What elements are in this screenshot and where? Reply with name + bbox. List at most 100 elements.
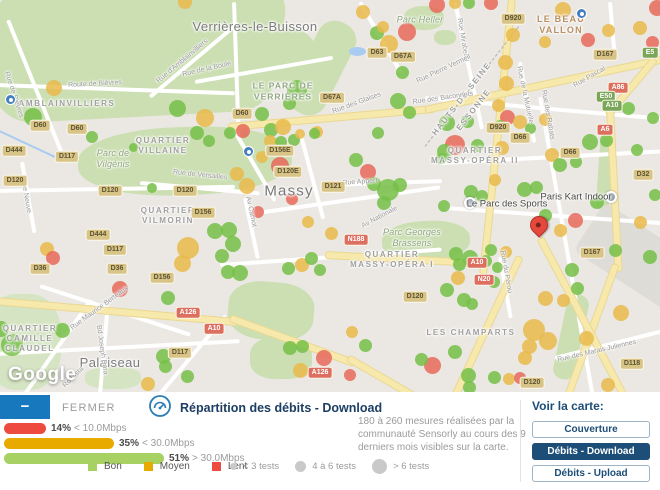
tests-legend: < 3 tests 4 à 6 tests > 6 tests	[230, 457, 429, 475]
sidebar-buttons: Couverture Débits - Download Débits - Uplo…	[532, 421, 652, 482]
measurement-dot-good	[414, 352, 428, 366]
road-badge: D67A	[320, 92, 344, 104]
measurement-dot-medium	[264, 135, 276, 147]
measurement-dot-good	[304, 251, 318, 265]
measurement-dot-good	[0, 321, 9, 337]
measurement-dot-good	[570, 281, 584, 295]
measurement-dot-slow	[645, 35, 659, 49]
tests-size-dot	[295, 460, 307, 472]
motorway-badge: A10	[467, 257, 487, 269]
measurement-dot-medium	[539, 332, 557, 350]
measurement-dot-good	[203, 135, 215, 147]
measurement-dot-medium	[506, 28, 520, 42]
measurement-dot-good	[590, 195, 604, 209]
measurement-dot-good	[470, 138, 484, 152]
measurement-dot-slow	[252, 206, 264, 218]
tests-label: < 3 tests	[243, 460, 280, 472]
measurement-dot-good	[308, 127, 320, 139]
measurement-dot-slow	[286, 193, 298, 205]
measurement-dot-good	[448, 345, 462, 359]
measurement-dot-medium	[538, 112, 552, 126]
measurement-dot-slow	[344, 369, 356, 381]
quality-swatch	[143, 462, 153, 471]
road-badge: D66	[560, 147, 580, 159]
road-badge: D121	[321, 181, 345, 193]
poi-label[interactable]: Paris Kart Indoor	[540, 191, 612, 203]
measurement-dot-good	[463, 0, 475, 9]
measurement-dot-medium	[292, 362, 308, 378]
map-type-sidebar: Voir la carte: Couverture Débits - Downlo…	[532, 399, 652, 487]
transit-station-icon[interactable]	[5, 94, 16, 105]
speed-bar	[4, 438, 114, 449]
measurement-dot-medium	[556, 293, 570, 307]
panel-title: Répartition des débits - Download	[180, 401, 383, 415]
measurement-dot-good	[232, 265, 248, 281]
motorway-badge: A6	[597, 124, 613, 136]
measurement-dot-medium	[633, 21, 647, 35]
map-type-button-d-bits-upload[interactable]: Débits - Upload	[532, 465, 650, 482]
map-type-button-couverture[interactable]: Couverture	[532, 421, 650, 438]
motorway-badge: N20	[474, 274, 494, 286]
collapse-button[interactable]: −	[0, 395, 50, 419]
description-line: 180 à 260 mesures réalisées par la	[358, 416, 515, 427]
measurement-dot-good	[487, 370, 501, 384]
measurement-dot-good	[282, 96, 296, 110]
transit-station-icon[interactable]	[243, 146, 254, 157]
road-badge: D66	[510, 132, 530, 144]
map-canvas[interactable]: Google Verrières-le-Buisson Massy Palaisea…	[0, 0, 660, 392]
measurement-dot-good	[207, 223, 223, 239]
road-badge: D120E	[274, 166, 302, 178]
road	[453, 1, 484, 130]
measurements-description: 180 à 260 mesures réalisées par la commun…	[358, 415, 526, 454]
measurement-dot-medium	[230, 167, 244, 181]
measurement-dot-good	[608, 243, 622, 257]
measurement-dot-good	[390, 93, 406, 109]
measurement-dot-good	[402, 105, 416, 119]
measurement-dot-good	[287, 80, 307, 100]
tests-size-dot	[372, 458, 388, 474]
measurement-dot-good	[283, 341, 297, 355]
measurement-dot-good	[255, 107, 269, 121]
measurement-dot-medium	[173, 254, 191, 272]
measurement-dot-good	[224, 127, 236, 139]
road-badge: D117	[55, 151, 79, 163]
street-label: Rue Pierre Vermeil	[415, 53, 472, 85]
road-badge: D36	[107, 263, 127, 275]
measurement-dot-good	[649, 189, 660, 201]
measurement-dot-slow	[429, 0, 445, 13]
measurement-dot-slow	[398, 23, 416, 41]
measurement-dot-medium	[196, 109, 214, 127]
map-type-button-d-bits-download[interactable]: Débits - Download	[532, 443, 650, 460]
road-badge: D118	[620, 358, 644, 370]
fermer-label: FERMER	[62, 402, 116, 414]
poi-label[interactable]: Le Parc des Sports	[466, 198, 548, 210]
road-badge: D117	[103, 244, 127, 256]
measurement-dot-medium	[601, 378, 615, 392]
bottom-panel: − FERMER Répartition des débits - Downlo…	[0, 392, 660, 490]
transit-station-icon[interactable]	[576, 8, 587, 19]
measurement-dot-good	[466, 298, 478, 310]
road-badge: D444	[2, 145, 26, 157]
poi-icon[interactable]	[605, 191, 617, 203]
measurement-dot-medium	[356, 5, 370, 19]
measurement-dot-good	[439, 115, 455, 131]
google-logo[interactable]: Google	[8, 364, 77, 385]
measurement-dot-good	[264, 123, 278, 137]
poi-icon[interactable]	[464, 197, 476, 209]
road-badge: D920	[501, 13, 525, 25]
measurement-dot-good	[491, 261, 503, 273]
measurement-dot-good	[529, 180, 543, 194]
euroroute-badge: E5	[642, 47, 658, 59]
measurement-dot-slow	[581, 33, 595, 47]
measurement-dot-good	[565, 263, 579, 277]
road	[249, 185, 441, 216]
measurement-dot-medium	[295, 129, 305, 139]
measurement-dot-good	[440, 283, 454, 297]
measurement-dot-good	[452, 257, 466, 271]
measurement-dot-slow	[567, 212, 583, 228]
park-area	[85, 367, 141, 389]
measurement-dot-medium	[497, 54, 513, 70]
speed-bar-percent: 51%	[169, 453, 190, 464]
motorway-badge: A86	[608, 82, 628, 94]
